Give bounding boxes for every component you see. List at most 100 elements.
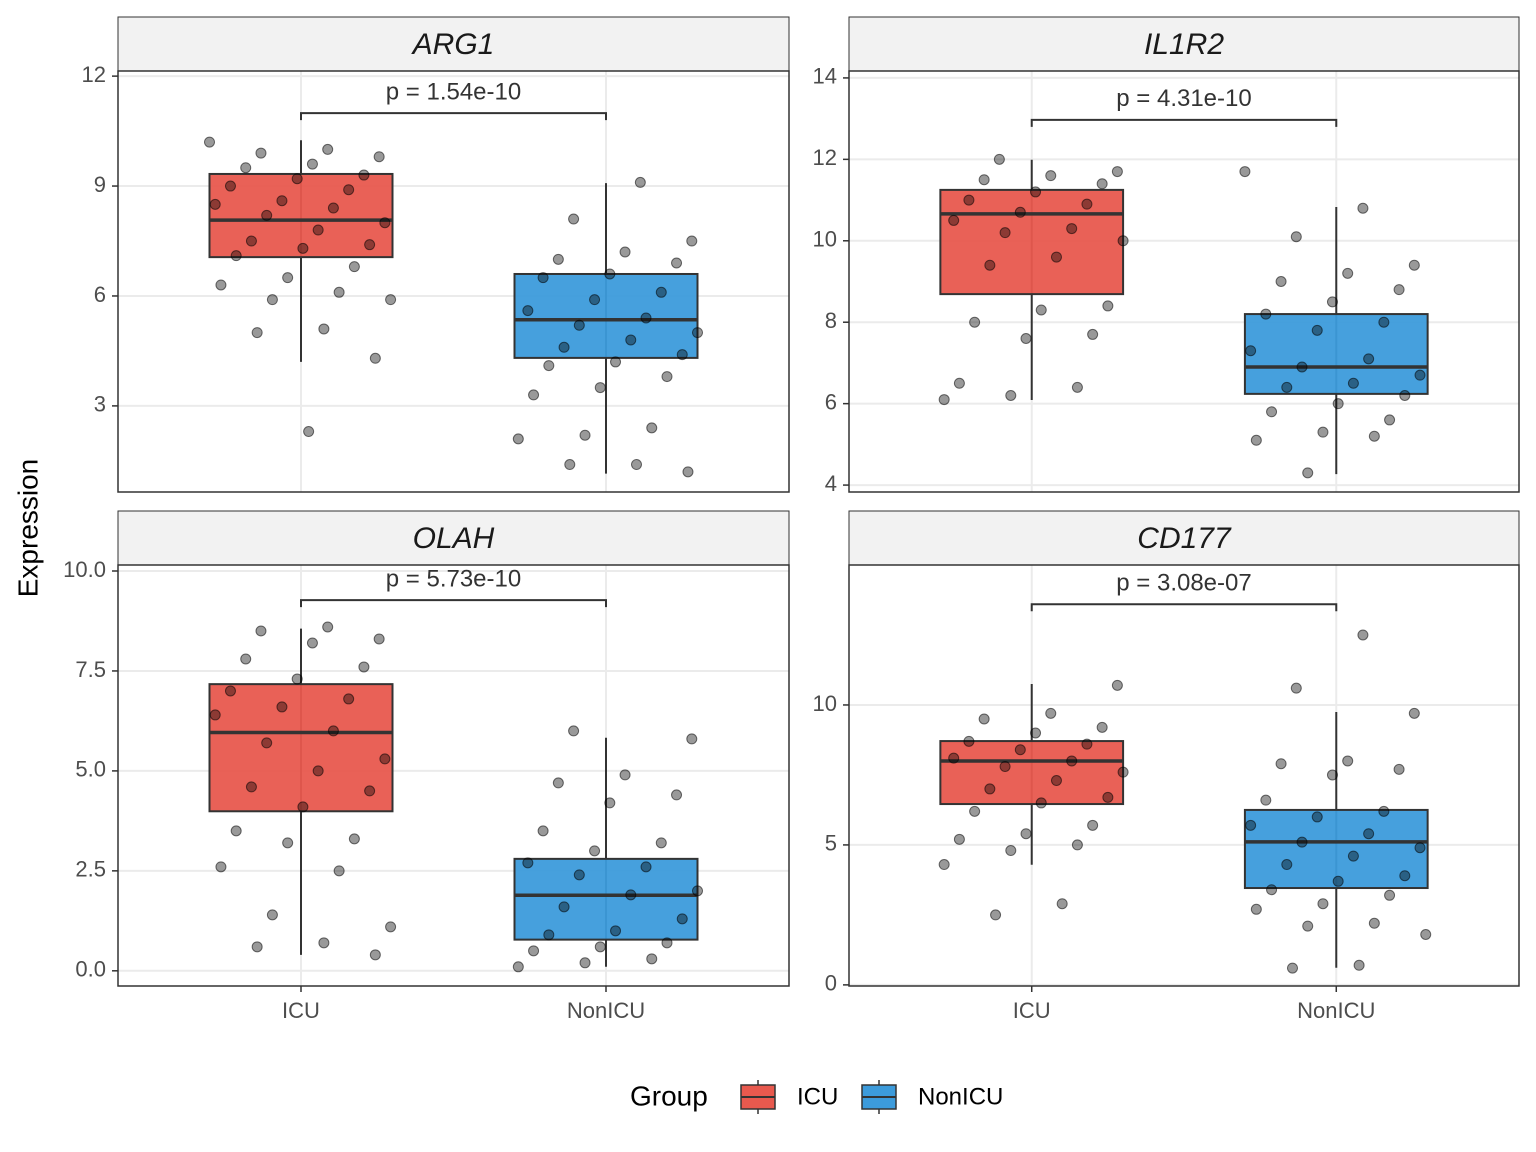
point (1045, 170, 1057, 182)
point (364, 785, 376, 797)
point (261, 209, 273, 221)
x-tick-label: NonICU (1297, 998, 1375, 1023)
point (522, 857, 534, 869)
point (993, 153, 1005, 165)
y-tick-label: 0 (825, 971, 837, 996)
point (1050, 251, 1062, 263)
point (261, 737, 273, 749)
point (1239, 166, 1251, 178)
point (1250, 903, 1262, 915)
y-tick-label: 3 (94, 392, 106, 417)
point (646, 422, 658, 434)
y-tick-label: 0.0 (75, 957, 106, 982)
panel-border (117, 564, 790, 987)
p-value: p = 4.31e-10 (1116, 85, 1251, 112)
point (373, 633, 385, 645)
x-tick-label: NonICU (567, 998, 645, 1023)
point (255, 147, 267, 159)
point (327, 725, 339, 737)
point (245, 781, 257, 793)
point (963, 194, 975, 206)
point (619, 246, 631, 258)
point (1087, 328, 1099, 340)
point (512, 961, 524, 973)
point (1384, 414, 1396, 426)
point (312, 765, 324, 777)
box (513, 857, 699, 941)
y-tick-label: 6 (825, 389, 837, 414)
point (318, 323, 330, 335)
point (619, 769, 631, 781)
point (1342, 755, 1354, 767)
p-value: p = 1.54e-10 (386, 78, 521, 105)
point (1384, 889, 1396, 901)
point (266, 909, 278, 921)
point (358, 169, 370, 181)
point (312, 224, 324, 236)
point (333, 865, 345, 877)
point (1071, 381, 1083, 393)
legend-title: Group (630, 1080, 708, 1111)
point (1347, 850, 1359, 862)
point (1056, 898, 1068, 910)
y-tick-label: 7.5 (75, 657, 106, 682)
point (552, 777, 564, 789)
point (1332, 875, 1344, 887)
panel-border (848, 564, 1520, 987)
y-tick-label: 12 (82, 62, 106, 87)
point (255, 625, 267, 637)
point (568, 725, 580, 737)
point (1302, 920, 1314, 932)
p-value: p = 5.73e-10 (386, 566, 521, 593)
point (625, 334, 637, 346)
y-tick-label: 4 (825, 471, 837, 496)
point (528, 945, 540, 957)
point (1286, 962, 1298, 974)
point (1014, 744, 1026, 756)
strip-title: IL1R2 (1144, 28, 1224, 61)
point (1035, 304, 1047, 316)
point (348, 261, 360, 273)
point (1393, 763, 1405, 775)
strip (117, 510, 790, 566)
point (306, 158, 318, 170)
point (953, 377, 965, 389)
y-axis-label: Expression (12, 459, 43, 598)
point (291, 173, 303, 185)
point (552, 253, 564, 265)
point (1363, 828, 1375, 840)
point (1087, 819, 1099, 831)
point (1281, 859, 1293, 871)
point (1378, 805, 1390, 817)
point (1347, 377, 1359, 389)
strip-title: CD177 (1137, 522, 1232, 555)
point (240, 162, 252, 174)
point (343, 184, 355, 196)
point (215, 279, 227, 291)
point (1353, 959, 1365, 971)
point (948, 214, 960, 226)
point (369, 352, 381, 364)
point (1414, 369, 1426, 381)
point (676, 349, 688, 361)
point (1317, 898, 1329, 910)
point (1260, 794, 1272, 806)
point (1326, 769, 1338, 781)
y-tick-label: 9 (94, 172, 106, 197)
strip (848, 16, 1520, 72)
point (573, 319, 585, 331)
point (686, 235, 698, 247)
point (1317, 426, 1329, 438)
bracket (300, 599, 607, 608)
point (676, 913, 688, 925)
point (1290, 682, 1302, 694)
panel-border (117, 70, 790, 493)
point (224, 685, 236, 697)
point (1260, 308, 1272, 320)
point (579, 957, 591, 969)
point (1020, 333, 1032, 345)
point (1326, 296, 1338, 308)
point (379, 217, 391, 229)
point (1378, 316, 1390, 328)
